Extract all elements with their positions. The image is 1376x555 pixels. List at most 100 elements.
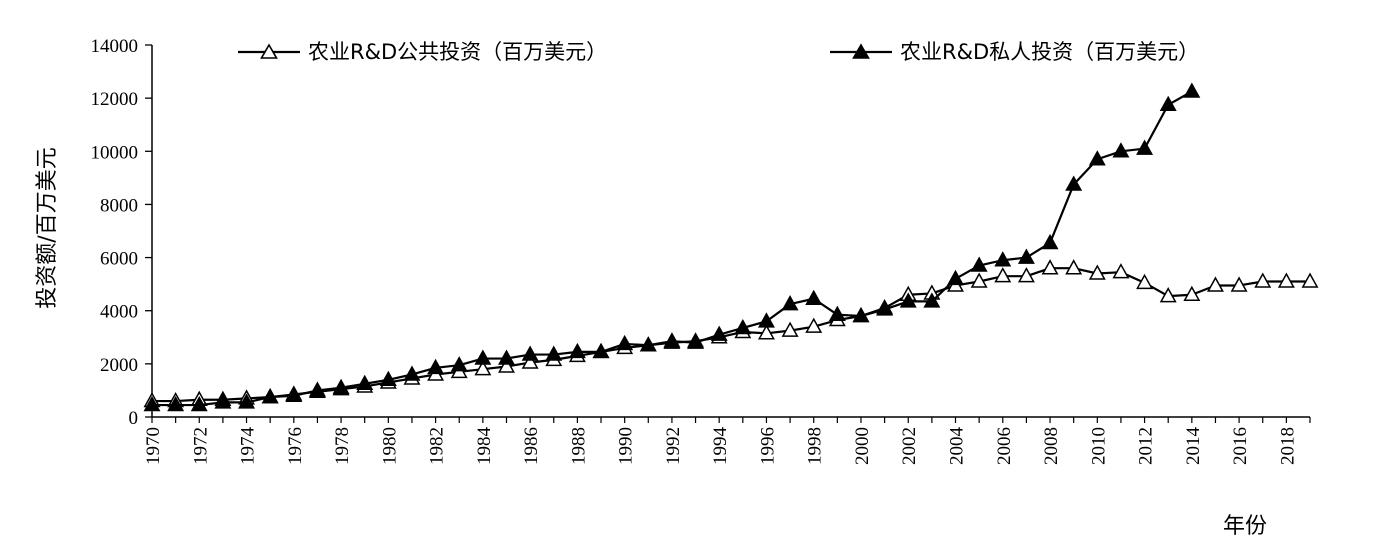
legend-marker-public [260, 43, 278, 59]
data-point [1112, 142, 1130, 158]
data-point [1230, 276, 1248, 292]
data-point [876, 300, 894, 316]
data-point [214, 393, 232, 409]
data-point [1159, 95, 1177, 112]
x-tick-label: 1982 [427, 427, 448, 465]
series-private [143, 82, 1201, 412]
data-point [545, 345, 563, 361]
data-point [757, 324, 775, 340]
data-point [1088, 264, 1106, 280]
data-point [356, 374, 374, 391]
x-tick-label: 1978 [332, 427, 353, 465]
data-point [970, 256, 988, 272]
data-point [994, 267, 1012, 283]
data-point [498, 357, 515, 373]
data-point [805, 289, 823, 306]
data-point [994, 251, 1012, 267]
x-tick-label: 2012 [1136, 427, 1157, 465]
x-tick-label: 1998 [805, 427, 826, 465]
data-point [474, 360, 492, 376]
x-tick-label: 1980 [379, 427, 400, 465]
data-point [498, 349, 515, 365]
x-tick-label: 1990 [616, 427, 637, 465]
data-point [261, 388, 279, 404]
data-point [663, 332, 681, 348]
x-tick-label: 2018 [1277, 427, 1298, 465]
series-line [152, 90, 1193, 407]
data-point [828, 305, 846, 321]
x-tick-label: 1996 [757, 427, 778, 465]
data-point [450, 356, 468, 372]
x-tick-label: 1988 [568, 427, 589, 465]
data-point [1254, 272, 1272, 288]
legend: 农业R&D公共投资（百万美元） 农业R&D私人投资（百万美元） [238, 40, 1199, 64]
y-axis-title: 投资额/百万美元 [35, 147, 60, 308]
data-point [308, 381, 326, 397]
legend-label-public: 农业R&D公共投资（百万美元） [308, 40, 607, 64]
data-point [734, 318, 752, 335]
x-tick-label: 2006 [994, 427, 1015, 465]
y-tick-label: 2000 [100, 355, 138, 376]
data-point [238, 393, 256, 409]
data-point [403, 365, 421, 381]
data-point [1065, 259, 1083, 275]
y-tick-label: 0 [129, 408, 139, 429]
data-point [923, 292, 941, 308]
x-tick-label: 2004 [947, 427, 968, 466]
y-tick-label: 4000 [100, 302, 138, 323]
data-point [1017, 248, 1035, 264]
legend-label-private: 农业R&D私人投资（百万美元） [900, 40, 1199, 64]
x-tick-label: 2016 [1230, 427, 1251, 465]
data-point [1136, 273, 1154, 290]
x-tick-label: 1984 [474, 427, 495, 466]
data-point [1301, 272, 1319, 288]
data-point [332, 378, 350, 395]
data-point [143, 395, 161, 412]
y-tick-label: 8000 [100, 195, 138, 216]
data-point [899, 292, 917, 308]
x-axis-title: 年份 [1223, 514, 1267, 539]
x-tick-label: 1974 [238, 427, 259, 466]
data-point [710, 325, 728, 341]
series-public [143, 259, 1319, 408]
data-point [190, 395, 208, 412]
y-axis-ticks: 0 2000 4000 6000 8000 10000 12000 14000 [91, 36, 152, 429]
data-point [970, 272, 988, 288]
data-point [616, 334, 634, 351]
legend-item-public: 农业R&D公共投资（百万美元） [238, 40, 607, 64]
x-tick-label: 2008 [1041, 427, 1062, 465]
data-point [947, 269, 964, 286]
x-tick-label: 1994 [710, 427, 731, 466]
data-point [1136, 139, 1154, 155]
data-point [285, 386, 303, 402]
x-tick-label: 1986 [521, 427, 542, 465]
x-tick-label: 1992 [663, 427, 684, 465]
data-point [1277, 272, 1295, 288]
data-point [1183, 285, 1201, 302]
x-tick-label: 2002 [899, 427, 920, 465]
series-line [152, 267, 1310, 403]
legend-marker-private [852, 43, 870, 59]
data-point [427, 358, 445, 375]
x-tick-label: 2014 [1183, 427, 1204, 466]
y-tick-label: 10000 [91, 142, 139, 163]
data-point [1159, 287, 1177, 303]
x-tick-label: 2010 [1088, 427, 1109, 465]
data-point [1206, 276, 1224, 292]
x-axis-ticks: 1970 1972 1974 1976 1978 1980 1982 1984 1986 1988… [143, 417, 1311, 466]
data-point [592, 342, 610, 359]
data-point [1041, 259, 1059, 275]
y-tick-label: 6000 [100, 249, 138, 270]
data-point [521, 345, 539, 361]
x-tick-label: 1972 [190, 427, 211, 465]
x-tick-label: 1970 [143, 427, 164, 465]
data-point [474, 349, 492, 365]
data-point [781, 295, 799, 311]
data-point [757, 312, 775, 328]
data-point [639, 336, 657, 352]
data-point [805, 317, 823, 333]
x-tick-label: 2000 [852, 427, 873, 465]
data-point [379, 370, 397, 387]
data-point [1017, 267, 1035, 283]
y-tick-label: 14000 [91, 36, 139, 57]
